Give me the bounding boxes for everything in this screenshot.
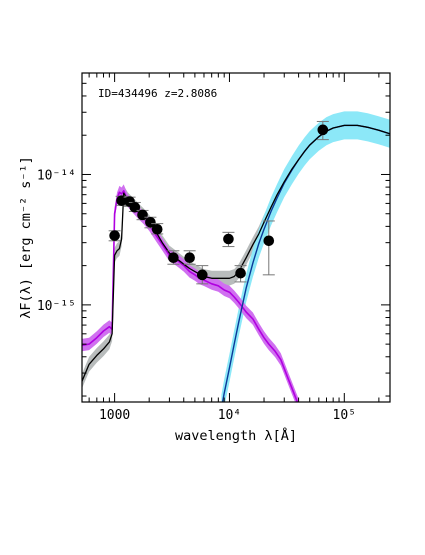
data-point-marker [145, 216, 156, 228]
x-tick-label: 1000 [99, 408, 130, 423]
data-point-marker [116, 195, 127, 206]
data-point-marker [196, 269, 208, 281]
axis-ticks: 1000 10⁴ 10⁵ 10⁻¹⁵ 10⁻¹⁴ [37, 73, 390, 423]
data-point-marker [109, 230, 120, 241]
data-point-marker [263, 235, 275, 247]
data-point [222, 231, 235, 248]
data-point-marker [184, 252, 195, 264]
y-axis-label: λF(λ) [erg cm⁻² s⁻¹] [18, 156, 34, 319]
data-point-marker [223, 233, 234, 245]
data-point [183, 250, 196, 265]
data-point [115, 195, 128, 206]
x-tick-label: 10⁵ [333, 408, 356, 423]
data-point [167, 250, 180, 265]
data-point [151, 223, 164, 235]
data-point-marker [137, 209, 148, 221]
data-point [316, 120, 329, 141]
total-model-line [82, 124, 390, 382]
y-tick-label: 10⁻¹⁵ [37, 299, 76, 314]
data-point [108, 230, 121, 242]
data-point-marker [151, 223, 163, 235]
photometry-points [108, 120, 329, 285]
source-id-annotation: ID=434496 z=2.8086 [98, 87, 217, 100]
data-point-marker [129, 202, 141, 213]
x-tick-label: 10⁴ [218, 408, 241, 423]
plot-frame [81, 72, 391, 403]
data-point [262, 220, 275, 276]
x-axis-label: wavelength λ[Å] [175, 427, 297, 444]
data-point-marker [168, 252, 179, 264]
data-point-marker [235, 267, 246, 279]
dust-model-line [221, 124, 390, 402]
uncertainty-bands [82, 111, 390, 402]
data-point [196, 265, 209, 285]
model-curves [82, 124, 390, 402]
y-tick-label: 10⁻¹⁴ [37, 168, 76, 183]
data-point-marker [317, 124, 329, 136]
data-point [234, 265, 247, 283]
dust-model-band [221, 111, 390, 402]
